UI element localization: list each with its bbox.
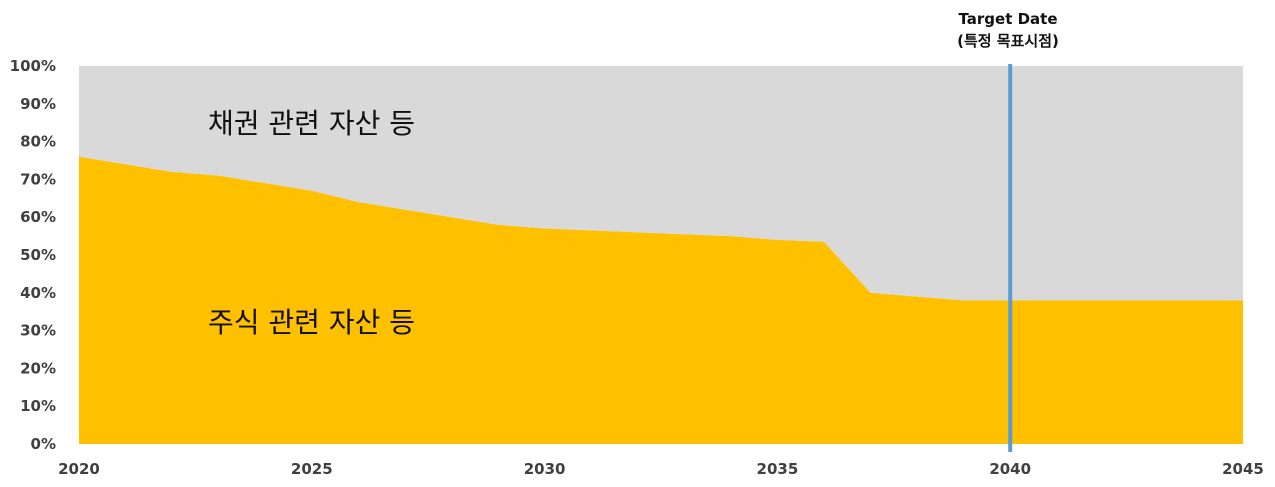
y-tick-label: 30% bbox=[20, 322, 56, 340]
area-series-stocks bbox=[79, 156, 1243, 444]
target-date-label: Target Date bbox=[958, 10, 1057, 28]
y-tick-label: 40% bbox=[20, 284, 56, 302]
series-label-bonds: 채권 관련 자산 등 bbox=[208, 107, 415, 140]
target-date-sublabel: (특정 목표시점) bbox=[957, 32, 1059, 50]
x-tick-label: 2045 bbox=[1222, 460, 1264, 478]
x-tick-label: 2025 bbox=[291, 460, 333, 478]
y-tick-label: 80% bbox=[20, 133, 56, 151]
y-tick-label: 20% bbox=[20, 359, 56, 377]
y-tick-label: 10% bbox=[20, 397, 56, 415]
y-tick-label: 70% bbox=[20, 170, 56, 188]
y-tick-label: 90% bbox=[20, 95, 56, 113]
x-tick-label: 2020 bbox=[58, 460, 100, 478]
y-tick-label: 50% bbox=[20, 246, 56, 264]
x-tick-label: 2030 bbox=[524, 460, 566, 478]
x-tick-label: 2035 bbox=[757, 460, 799, 478]
y-tick-label: 100% bbox=[10, 57, 56, 75]
y-tick-label: 60% bbox=[20, 208, 56, 226]
y-tick-label: 0% bbox=[31, 435, 56, 453]
x-tick-label: 2040 bbox=[989, 460, 1031, 478]
area-series-bonds bbox=[79, 66, 1243, 301]
series-label-stocks: 주식 관련 자산 등 bbox=[208, 306, 415, 339]
